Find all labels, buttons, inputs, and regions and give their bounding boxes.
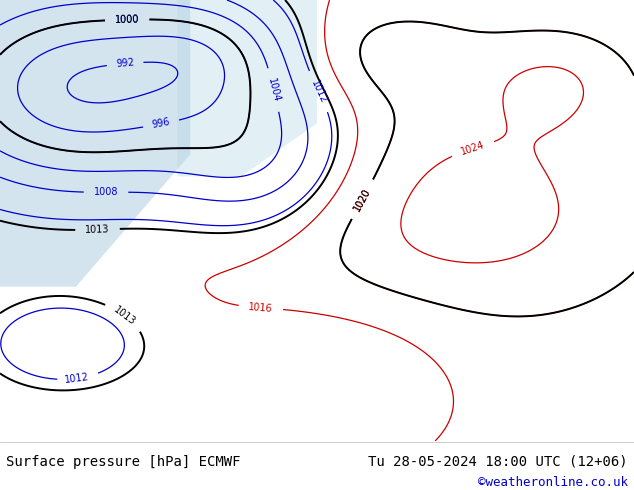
Text: 1008: 1008 — [94, 187, 119, 197]
Text: 1013: 1013 — [112, 304, 138, 327]
Text: 1020: 1020 — [353, 186, 373, 213]
Text: 992: 992 — [115, 58, 135, 70]
Text: 1000: 1000 — [115, 14, 139, 25]
Polygon shape — [0, 0, 190, 287]
Text: 1024: 1024 — [460, 140, 486, 157]
Text: 1000: 1000 — [115, 14, 139, 25]
Text: 1016: 1016 — [248, 302, 273, 314]
Text: Surface pressure [hPa] ECMWF: Surface pressure [hPa] ECMWF — [6, 455, 241, 469]
Text: 1013: 1013 — [85, 224, 110, 235]
Text: ©weatheronline.co.uk: ©weatheronline.co.uk — [477, 476, 628, 489]
Polygon shape — [178, 0, 317, 176]
Text: 1012: 1012 — [309, 78, 328, 105]
Text: 1004: 1004 — [266, 77, 281, 103]
Text: Tu 28-05-2024 18:00 UTC (12+06): Tu 28-05-2024 18:00 UTC (12+06) — [368, 455, 628, 469]
Text: 996: 996 — [151, 117, 171, 130]
Text: 1020: 1020 — [353, 186, 373, 213]
Text: 1012: 1012 — [63, 372, 89, 385]
